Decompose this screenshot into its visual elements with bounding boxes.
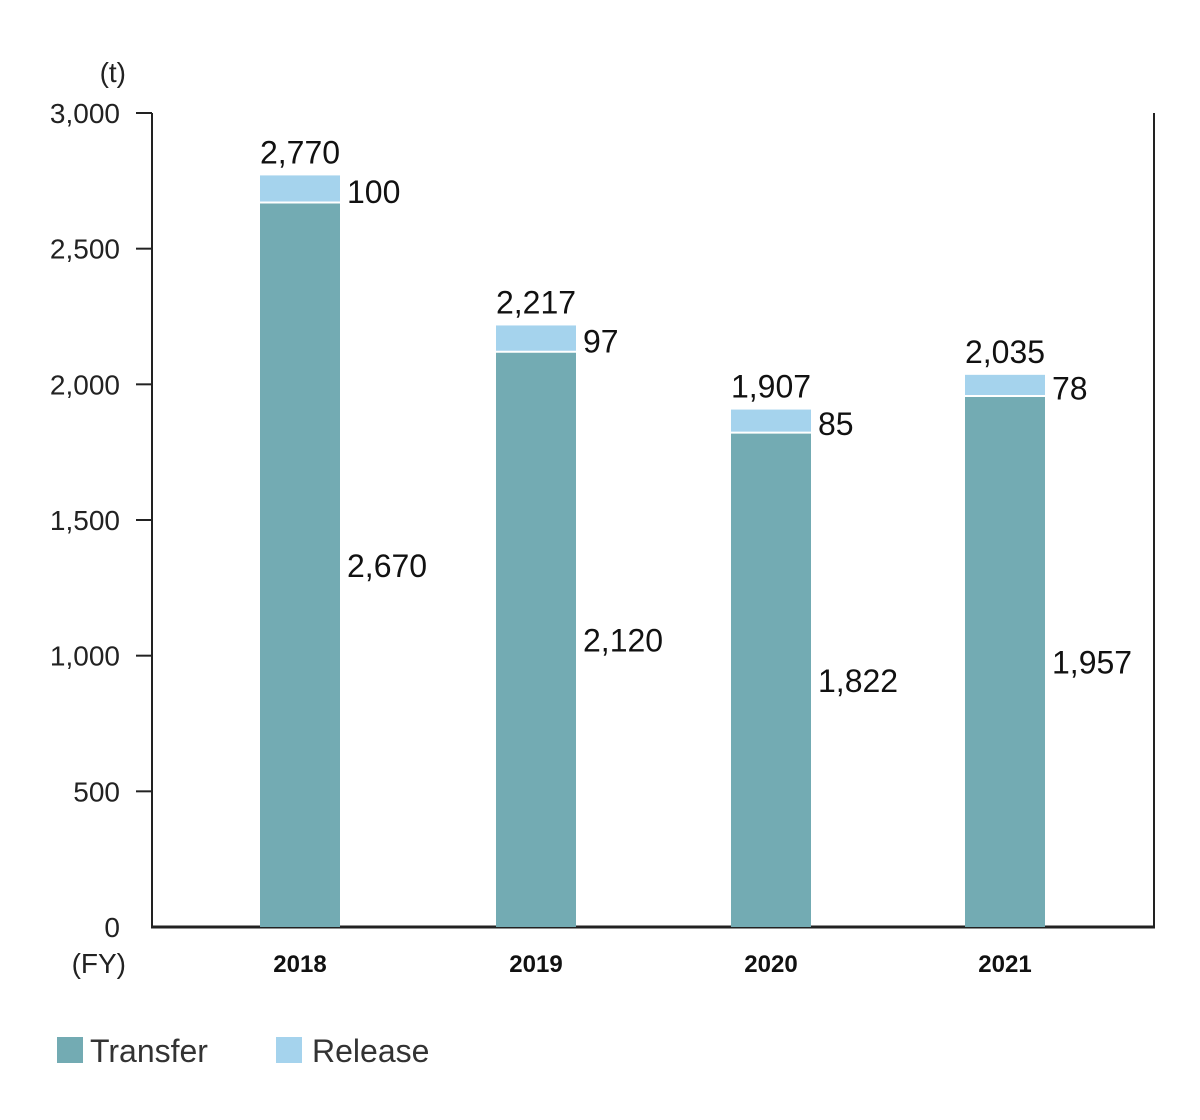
total-value-label: 2,217	[496, 284, 576, 320]
chart-bars	[260, 175, 1045, 928]
y-tick-label: 500	[73, 776, 120, 807]
bar-release	[260, 175, 340, 203]
release-value-label: 78	[1052, 370, 1088, 406]
total-value-label: 2,770	[260, 134, 340, 170]
release-value-label: 85	[818, 406, 854, 442]
bar-release	[731, 409, 811, 433]
y-tick-label: 2,500	[50, 234, 120, 265]
chart-legend: Transfer Release	[57, 1033, 429, 1069]
y-tick-label: 2,000	[50, 369, 120, 400]
bar-transfer	[965, 396, 1045, 927]
bar-release	[965, 374, 1045, 397]
transfer-value-label: 2,670	[347, 548, 427, 584]
bar-release	[496, 325, 576, 352]
bar-transfer	[260, 202, 340, 928]
bar-transfer	[496, 351, 576, 928]
y-tick-label: 1,000	[50, 641, 120, 672]
transfer-value-label: 1,957	[1052, 645, 1132, 681]
release-value-label: 100	[347, 174, 400, 210]
x-tick-label: 2018	[273, 951, 326, 978]
bar-transfer	[731, 432, 811, 927]
y-tick-label: 1,500	[50, 505, 120, 536]
total-value-label: 2,035	[965, 334, 1045, 370]
legend-label: Release	[312, 1033, 429, 1069]
x-tick-label: 2019	[509, 951, 562, 978]
transfer-value-label: 1,822	[818, 663, 898, 699]
y-tick-label: 3,000	[50, 98, 120, 129]
x-tick-label: 2021	[978, 951, 1031, 978]
x-tick-label: 2020	[744, 951, 797, 978]
y-tick-label: 0	[104, 912, 120, 943]
transfer-value-label: 2,120	[583, 622, 663, 658]
legend-label: Transfer	[90, 1033, 208, 1069]
y-axis-ticks: 0 500 1,000 1,500 2,000 2,500 3,000	[50, 98, 152, 943]
legend-swatch	[276, 1037, 302, 1063]
x-unit-label: (FY)	[72, 948, 126, 979]
legend-swatch	[57, 1037, 83, 1063]
release-value-label: 97	[583, 324, 619, 360]
total-value-label: 1,907	[731, 369, 811, 405]
y-unit-label: (t)	[100, 57, 126, 88]
